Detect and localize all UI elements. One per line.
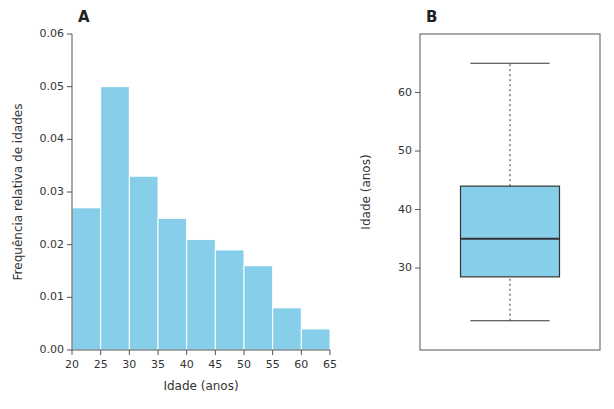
panel-title: A: [78, 8, 90, 26]
y-axis: 30 40 50 60 Idade (anos): [359, 86, 420, 275]
x-tick-label: 40: [180, 358, 194, 371]
histogram-bar: [244, 266, 273, 350]
x-tick-label: 30: [122, 358, 136, 371]
panel-title: B: [426, 8, 437, 26]
median-line: [461, 238, 560, 240]
x-tick-label: 50: [237, 358, 251, 371]
histogram-bar: [273, 308, 302, 350]
y-tick-label: 0.02: [40, 238, 65, 251]
y-tick: [415, 92, 420, 93]
histogram-bar: [129, 176, 158, 350]
x-tick-label: 45: [208, 358, 222, 371]
histogram-bar: [158, 218, 187, 350]
histogram-bar: [215, 250, 244, 350]
plot-frame: [420, 34, 600, 350]
x-tick: [272, 350, 273, 355]
y-tick-label: 50: [398, 144, 412, 157]
lower-cap: [470, 320, 549, 321]
y-tick-label: 60: [398, 86, 412, 99]
x-tick-label: 35: [151, 358, 165, 371]
y-tick: [67, 350, 72, 351]
y-axis-line: [72, 34, 73, 350]
x-tick: [100, 350, 101, 355]
x-tick: [215, 350, 216, 355]
bars: [72, 87, 330, 350]
y-tick-label: 0.03: [40, 185, 65, 198]
lower-whisker: [510, 277, 511, 321]
x-axis-line: [72, 350, 330, 351]
y-axis-label: Idade (anos): [359, 154, 373, 229]
y-tick: [67, 244, 72, 245]
y-tick: [67, 34, 72, 35]
y-tick-label: 30: [398, 261, 412, 274]
x-tick: [186, 350, 187, 355]
upper-whisker: [510, 63, 511, 186]
y-tick: [415, 151, 420, 152]
histogram-bar: [187, 239, 216, 350]
x-tick: [330, 350, 331, 355]
box-iqr: [461, 186, 560, 277]
y-tick-label: 0.00: [40, 343, 65, 356]
y-tick: [415, 209, 420, 210]
x-tick-label: 25: [94, 358, 108, 371]
y-tick-label: 0.01: [40, 290, 65, 303]
y-tick-label: 40: [398, 203, 412, 216]
y-tick: [67, 192, 72, 193]
x-tick: [129, 350, 130, 355]
chart-root: 0.00 0.01 0.02 0.03 0.04 0.05 0.06 Frequência r…: [0, 0, 614, 409]
y-tick: [67, 139, 72, 140]
y-tick: [67, 86, 72, 87]
x-tick-label: 60: [294, 358, 308, 371]
y-tick-label: 0.04: [40, 132, 65, 145]
x-axis: 20 25 30 35 40 45 50 55 60 65 Idade (anos): [65, 34, 337, 393]
x-tick: [244, 350, 245, 355]
y-tick: [67, 297, 72, 298]
y-tick-label: 0.05: [40, 80, 65, 93]
y-axis-label: Frequência relativa de idades: [11, 104, 25, 281]
x-tick: [158, 350, 159, 355]
y-axis: 0.00 0.01 0.02 0.03 0.04 0.05 0.06 Frequência r…: [11, 27, 72, 356]
histogram-bar: [101, 87, 130, 350]
x-tick-label: 20: [65, 358, 79, 371]
x-tick-label: 55: [266, 358, 280, 371]
x-tick: [301, 350, 302, 355]
histogram-bar: [72, 208, 101, 350]
upper-cap: [470, 63, 549, 64]
y-tick-label: 0.06: [40, 27, 65, 40]
histogram-bar: [301, 329, 330, 350]
x-axis-label: Idade (anos): [163, 379, 238, 393]
y-tick: [415, 268, 420, 269]
box: [461, 63, 560, 320]
x-tick-label: 65: [323, 358, 337, 371]
x-tick: [72, 350, 73, 355]
